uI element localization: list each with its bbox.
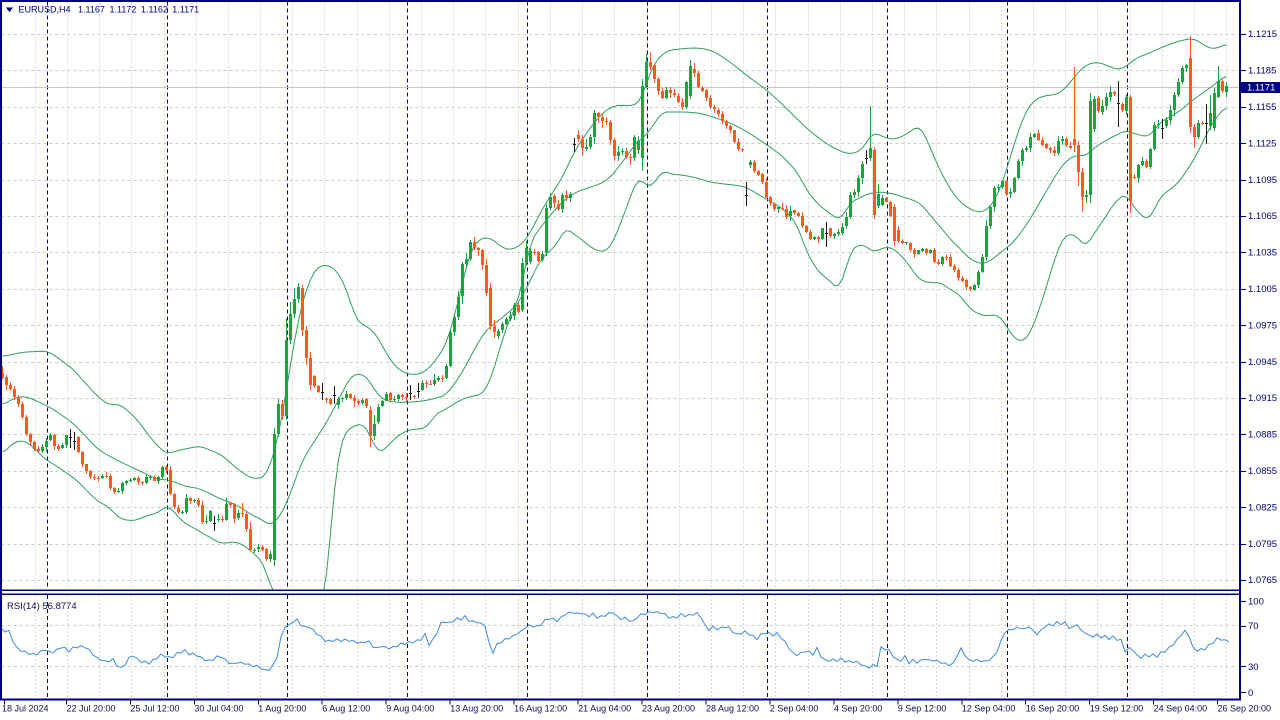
svg-text:22 Jul 20:00: 22 Jul 20:00 [67, 704, 116, 714]
svg-text:1.1167: 1.1167 [78, 5, 105, 15]
svg-text:1.0945: 1.0945 [1248, 357, 1277, 368]
svg-text:1.1035: 1.1035 [1248, 248, 1277, 259]
svg-text:1 Aug 20:00: 1 Aug 20:00 [258, 704, 306, 714]
svg-text:1.1172: 1.1172 [110, 5, 137, 15]
svg-text:13 Aug 20:00: 13 Aug 20:00 [450, 704, 503, 714]
svg-text:1.1185: 1.1185 [1248, 66, 1276, 77]
svg-text:1.1162: 1.1162 [141, 5, 168, 15]
svg-text:9 Aug 04:00: 9 Aug 04:00 [386, 704, 434, 714]
svg-text:1.1005: 1.1005 [1248, 284, 1277, 295]
svg-text:16 Sep 20:00: 16 Sep 20:00 [1026, 704, 1080, 714]
svg-text:2 Sep 04:00: 2 Sep 04:00 [770, 704, 819, 714]
svg-text:1.0825: 1.0825 [1248, 502, 1277, 513]
svg-text:100: 100 [1248, 597, 1264, 608]
svg-text:1.1095: 1.1095 [1248, 175, 1277, 186]
svg-text:25 Jul 12:00: 25 Jul 12:00 [130, 704, 179, 714]
svg-text:1.0795: 1.0795 [1248, 539, 1277, 550]
svg-text:1.0915: 1.0915 [1248, 393, 1277, 404]
svg-text:26 Sep 20:00: 26 Sep 20:00 [1218, 704, 1272, 714]
svg-text:12 Sep 04:00: 12 Sep 04:00 [962, 704, 1016, 714]
svg-text:1.1155: 1.1155 [1248, 102, 1276, 113]
svg-text:EURUSD,H4: EURUSD,H4 [19, 5, 71, 15]
svg-text:1.1215: 1.1215 [1248, 29, 1277, 40]
svg-text:23 Aug 20:00: 23 Aug 20:00 [642, 704, 695, 714]
svg-text:RSI(14) 56.8774: RSI(14) 56.8774 [7, 601, 77, 612]
svg-text:21 Aug 04:00: 21 Aug 04:00 [578, 704, 631, 714]
svg-text:1.1171: 1.1171 [172, 5, 199, 15]
svg-text:1.1125: 1.1125 [1248, 138, 1276, 149]
svg-text:18 Jul 2024: 18 Jul 2024 [2, 704, 49, 714]
svg-text:24 Sep 04:00: 24 Sep 04:00 [1154, 704, 1208, 714]
svg-text:6 Aug 12:00: 6 Aug 12:00 [322, 704, 370, 714]
svg-text:1.1065: 1.1065 [1248, 211, 1277, 222]
svg-text:1.0975: 1.0975 [1248, 320, 1277, 331]
svg-text:4 Sep 20:00: 4 Sep 20:00 [834, 704, 883, 714]
svg-text:28 Aug 12:00: 28 Aug 12:00 [706, 704, 759, 714]
svg-text:70: 70 [1248, 621, 1259, 632]
svg-text:19 Sep 12:00: 19 Sep 12:00 [1090, 704, 1144, 714]
svg-text:1.0885: 1.0885 [1248, 430, 1277, 441]
svg-text:1.0765: 1.0765 [1248, 575, 1277, 586]
svg-text:1.1171: 1.1171 [1247, 83, 1275, 94]
svg-text:30: 30 [1248, 662, 1259, 673]
svg-text:30 Jul 04:00: 30 Jul 04:00 [194, 704, 243, 714]
svg-text:0: 0 [1248, 688, 1253, 699]
svg-text:1.0855: 1.0855 [1248, 466, 1277, 477]
svg-text:16 Aug 12:00: 16 Aug 12:00 [514, 704, 567, 714]
svg-text:9 Sep 12:00: 9 Sep 12:00 [898, 704, 947, 714]
